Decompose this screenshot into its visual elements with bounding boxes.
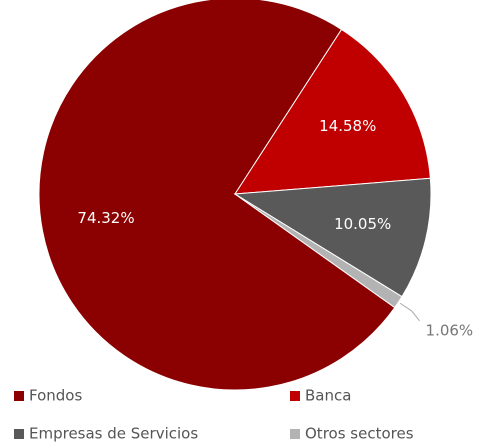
leader-line (399, 302, 420, 322)
data-label: 1.06% (426, 321, 474, 339)
data-label: 14.58% (319, 117, 376, 135)
legend-label: Otros sectores (305, 425, 414, 442)
legend-label: Banca (305, 387, 351, 405)
legend-label: Empresas de Servicios (29, 425, 198, 442)
pie-slice (234, 28, 431, 195)
legend-swatch (14, 429, 24, 439)
pie-slice (234, 193, 403, 309)
pie-slice (233, 177, 432, 298)
pie-slice (38, 0, 396, 391)
legend-label: Fondos (29, 387, 82, 405)
legend-swatch (290, 391, 300, 401)
legend-swatch (14, 391, 24, 401)
data-label: 10.05% (334, 215, 391, 233)
legend-swatch (290, 429, 300, 439)
data-label: 74.32% (77, 209, 134, 227)
